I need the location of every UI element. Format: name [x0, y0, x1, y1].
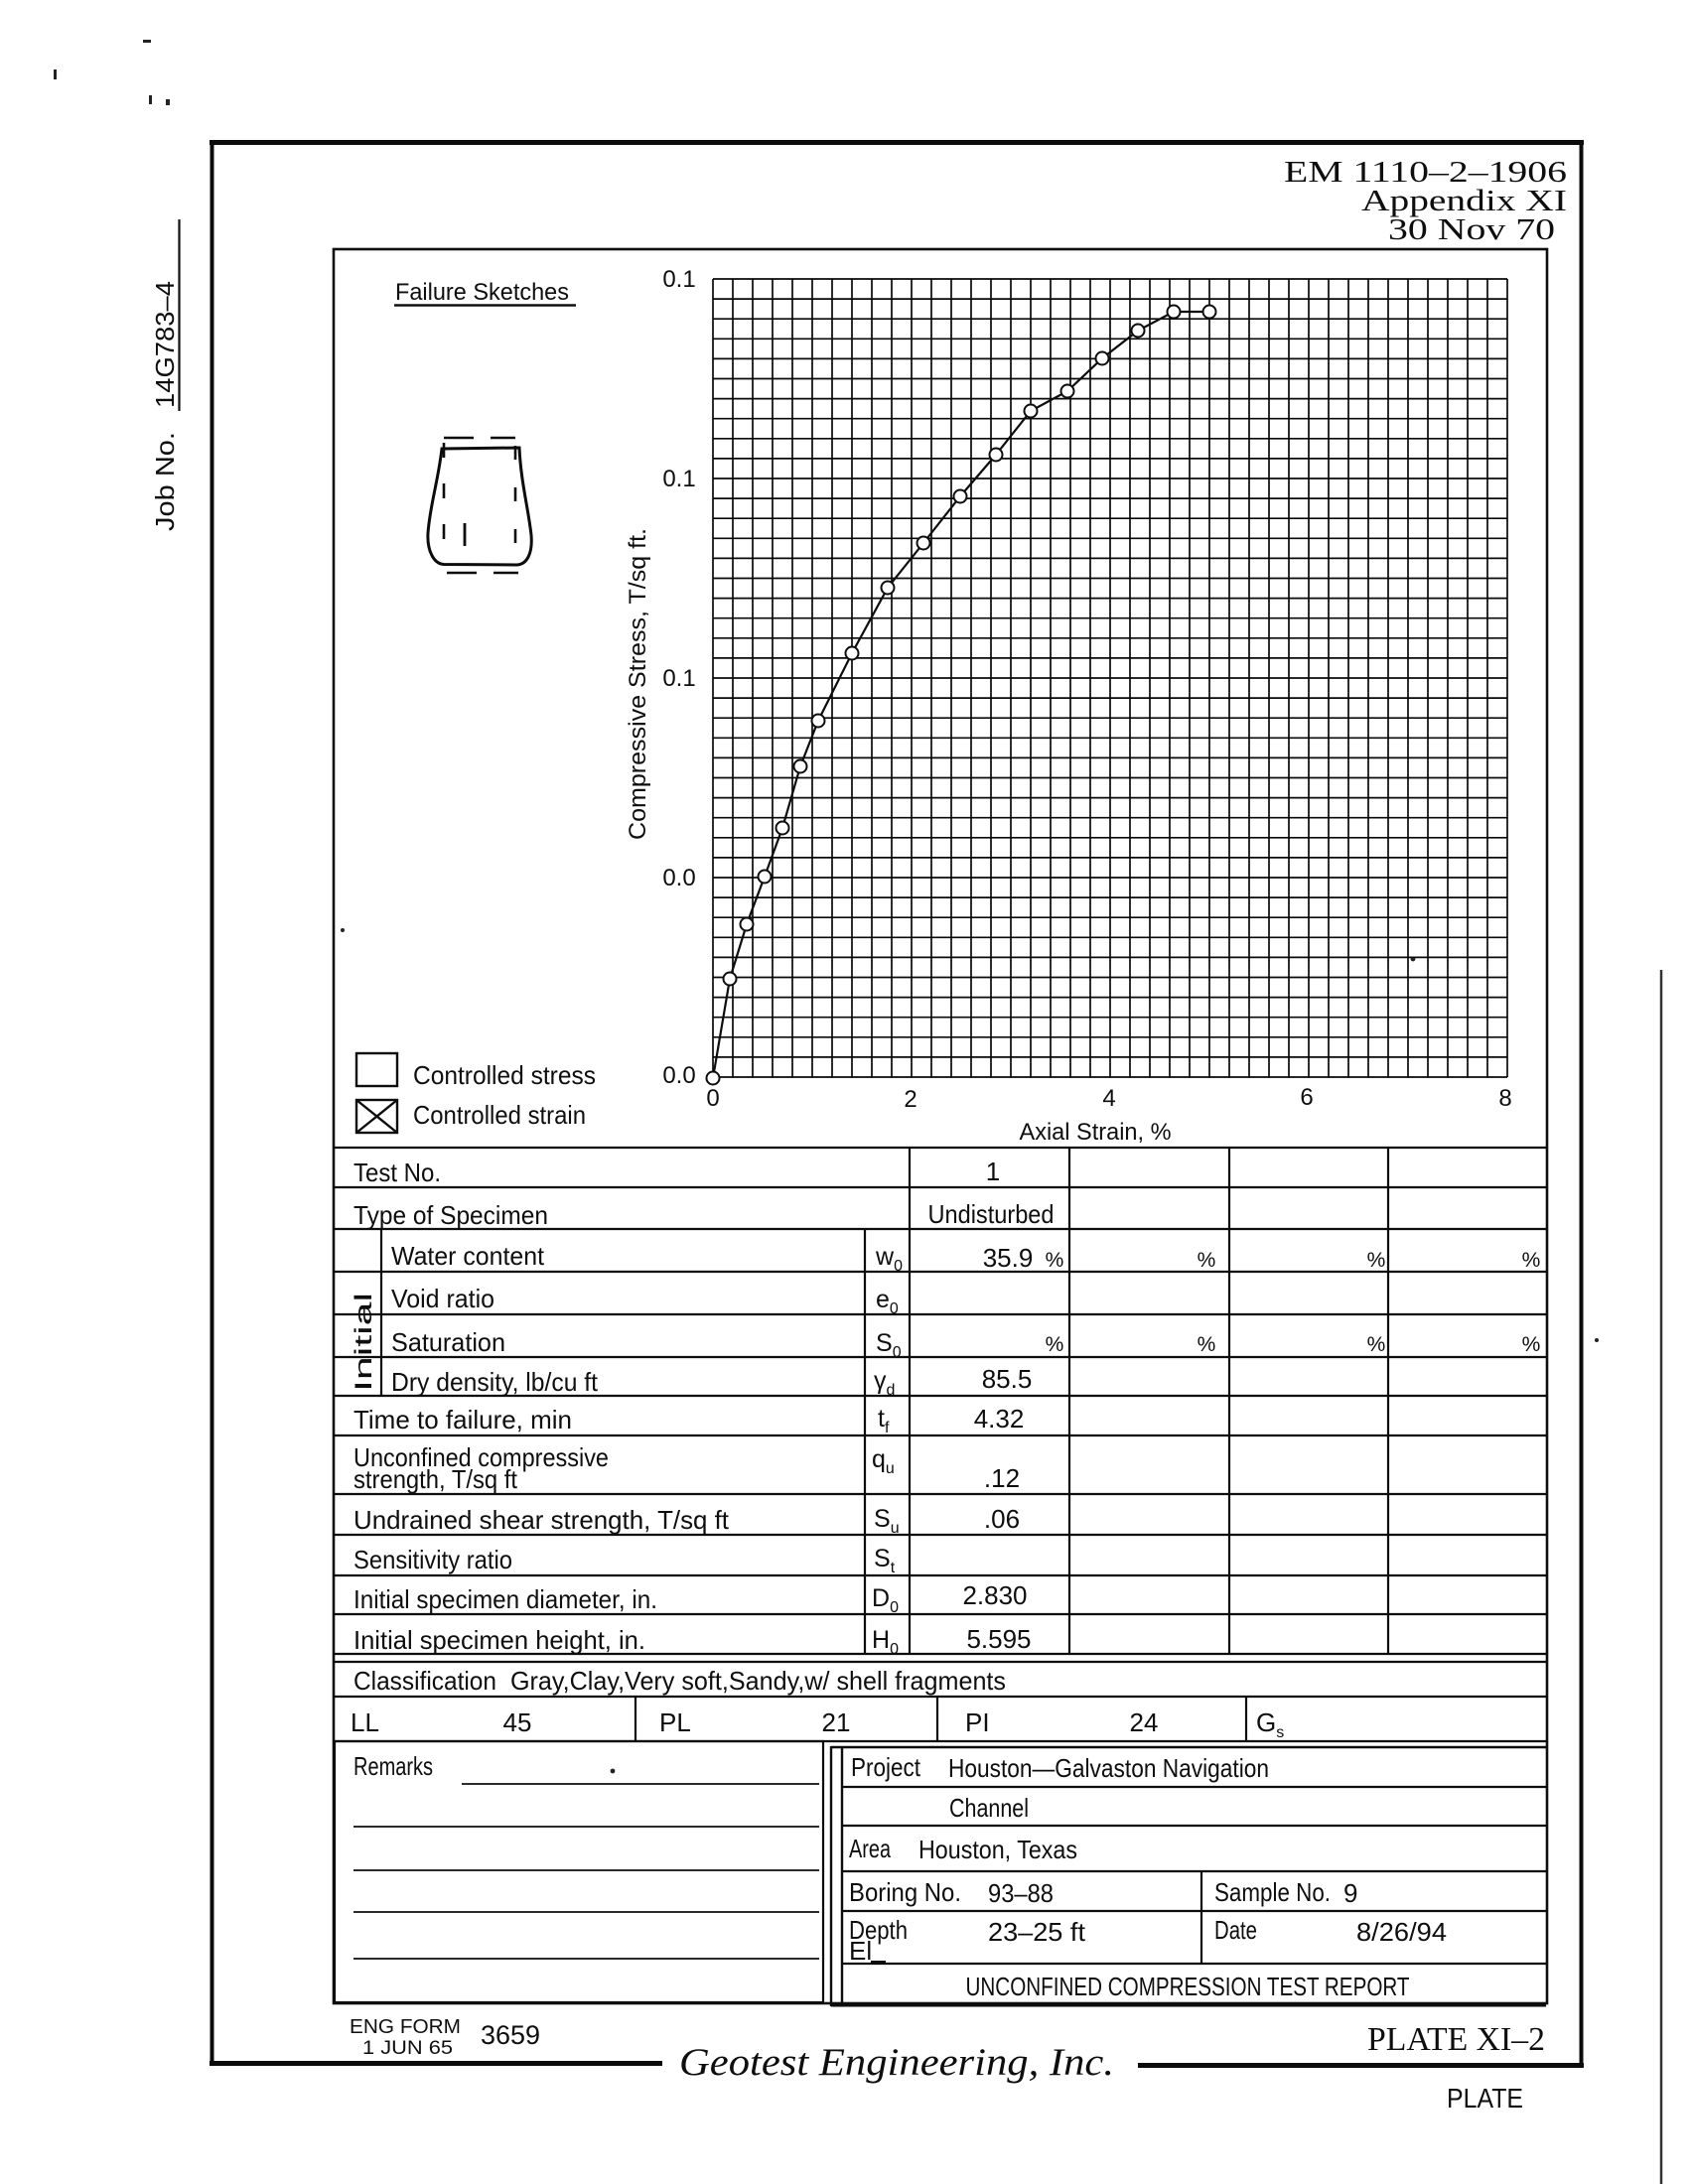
svg-text:Initial specimen height, in.: Initial specimen height, in.: [353, 1625, 645, 1655]
svg-text:PL: PL: [659, 1707, 691, 1737]
svg-text:EM 1110–2–1906: EM 1110–2–1906: [1284, 154, 1567, 189]
svg-text:PLATE: PLATE: [1447, 2083, 1523, 2114]
svg-text:0.0: 0.0: [662, 865, 695, 891]
svg-text:Axial Strain, %: Axial Strain, %: [1020, 1119, 1172, 1146]
svg-text:Type of Specimen: Type of Specimen: [353, 1200, 548, 1230]
svg-text:8/26/94: 8/26/94: [1356, 1917, 1447, 1947]
svg-text:5.595: 5.595: [966, 1624, 1031, 1654]
svg-text:4.32: 4.32: [974, 1404, 1025, 1433]
svg-text:%: %: [1046, 1333, 1064, 1356]
svg-text:Void ratio: Void ratio: [391, 1284, 494, 1313]
svg-text:24: 24: [1130, 1707, 1159, 1737]
svg-text:0.1: 0.1: [662, 266, 695, 293]
svg-text:Test No.: Test No.: [353, 1158, 441, 1187]
svg-text:LL: LL: [351, 1707, 379, 1737]
svg-text:Houston—Galvaston Navigation: Houston—Galvaston Navigation: [948, 1753, 1269, 1783]
svg-text:Undisturbed: Undisturbed: [928, 1199, 1055, 1229]
svg-text:Controlled strain: Controlled strain: [413, 1100, 586, 1130]
svg-text:14G783–4: 14G783–4: [150, 281, 180, 408]
svg-text:8: 8: [1498, 1085, 1511, 1112]
svg-text:Date: Date: [1214, 1915, 1257, 1945]
svg-text:%: %: [1198, 1333, 1216, 1356]
svg-text:.06: .06: [984, 1504, 1020, 1534]
svg-text:%: %: [1198, 1249, 1216, 1272]
svg-text:1: 1: [986, 1157, 1000, 1186]
svg-text:.12: .12: [984, 1463, 1020, 1493]
svg-text:PLATE XI–2: PLATE XI–2: [1367, 2021, 1545, 2058]
svg-text:Geotest Engineering, Inc.: Geotest Engineering, Inc.: [679, 2041, 1114, 2084]
svg-text:%: %: [1367, 1249, 1386, 1272]
svg-text:Project: Project: [851, 1752, 921, 1782]
svg-text:strength, T/sq ft: strength, T/sq ft: [353, 1464, 518, 1494]
svg-text:Time to failure, min: Time to failure, min: [353, 1405, 572, 1434]
svg-text:Sample No.: Sample No.: [1214, 1877, 1331, 1907]
svg-text:2: 2: [904, 1086, 916, 1113]
svg-text:Initial: Initial: [351, 1293, 377, 1392]
svg-text:0.1: 0.1: [662, 466, 695, 492]
svg-text:2.830: 2.830: [962, 1580, 1027, 1610]
svg-text:Houston, Texas: Houston, Texas: [918, 1835, 1077, 1864]
svg-text:Classification: Classification: [353, 1666, 496, 1696]
svg-text:30 Nov 70: 30 Nov 70: [1388, 211, 1555, 246]
svg-text:Sensitivity ratio: Sensitivity ratio: [353, 1545, 512, 1574]
svg-text:ENG FORM: ENG FORM: [350, 2015, 461, 2038]
svg-text:93–88: 93–88: [988, 1878, 1054, 1908]
svg-text:PI: PI: [965, 1707, 990, 1737]
svg-text:%: %: [1522, 1249, 1541, 1272]
svg-text:%: %: [1367, 1333, 1386, 1356]
svg-text:Compressive Stress, T/sq ft.: Compressive Stress, T/sq ft.: [625, 528, 651, 840]
svg-text:Area: Area: [849, 1834, 891, 1863]
svg-text:w0: w0: [875, 1243, 903, 1275]
svg-text:Initial specimen diameter, in.: Initial specimen diameter, in.: [353, 1584, 657, 1614]
svg-text:0.0: 0.0: [662, 1062, 695, 1089]
svg-text:Failure Sketches: Failure Sketches: [395, 279, 569, 306]
svg-text:Controlled stress: Controlled stress: [413, 1060, 596, 1090]
svg-text:Gray,Clay,Very soft,Sandy,w/ s: Gray,Clay,Very soft,Sandy,w/ shell fragm…: [510, 1666, 1006, 1696]
svg-text:Remarks: Remarks: [353, 1751, 433, 1781]
svg-text:St: St: [874, 1545, 896, 1576]
svg-text:85.5: 85.5: [982, 1364, 1033, 1394]
svg-text:45: 45: [503, 1707, 532, 1737]
svg-text:Appendix XI: Appendix XI: [1361, 183, 1567, 217]
svg-text:Channel: Channel: [949, 1793, 1029, 1823]
svg-text:Job No.: Job No.: [150, 432, 180, 531]
svg-text:Saturation: Saturation: [391, 1327, 505, 1357]
svg-text:%: %: [1522, 1333, 1541, 1356]
svg-text:Water content: Water content: [391, 1241, 545, 1271]
svg-text:1 JUN 65: 1 JUN 65: [362, 2038, 453, 2059]
svg-text:UNCONFINED COMPRESSION TEST RE: UNCONFINED COMPRESSION TEST REPORT: [966, 1972, 1410, 2001]
svg-text:tf: tf: [878, 1405, 890, 1436]
svg-text:Boring No.: Boring No.: [849, 1877, 961, 1907]
svg-text:9: 9: [1343, 1878, 1357, 1908]
svg-text:21: 21: [822, 1707, 851, 1737]
svg-text:35.9: 35.9: [983, 1243, 1034, 1273]
svg-text:%: %: [1046, 1249, 1064, 1272]
svg-text:23–25 ft: 23–25 ft: [988, 1917, 1086, 1947]
svg-text:0: 0: [706, 1085, 719, 1112]
svg-text:Depth: Depth: [849, 1915, 908, 1945]
svg-text:Dry density, lb/cu ft: Dry density, lb/cu ft: [391, 1367, 599, 1397]
svg-text:Unconfined compressive: Unconfined compressive: [353, 1442, 609, 1472]
svg-text:Undrained shear strength, T/sq: Undrained shear strength, T/sq ft: [353, 1505, 730, 1535]
svg-text:0.1: 0.1: [662, 665, 695, 692]
svg-text:3659: 3659: [481, 2020, 540, 2050]
svg-text:4: 4: [1102, 1085, 1115, 1112]
svg-text:6: 6: [1300, 1084, 1313, 1111]
svg-text:El: El: [849, 1936, 872, 1966]
